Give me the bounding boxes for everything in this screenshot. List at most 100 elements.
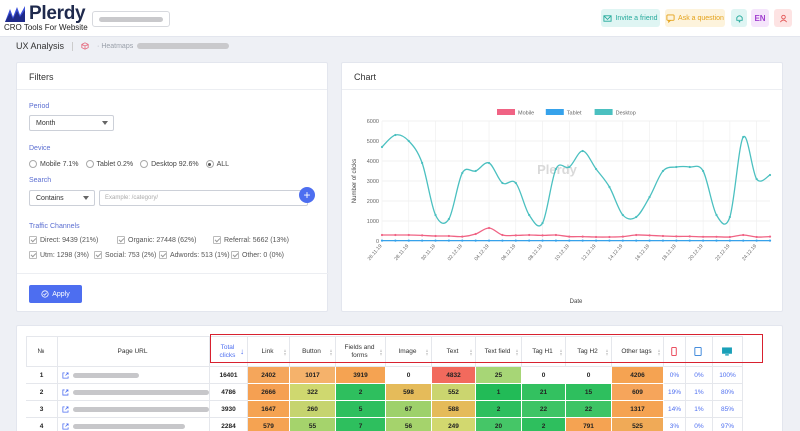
series-point-tablet (554, 239, 558, 242)
col-total-clicks-header-label: Total clicks (219, 344, 236, 359)
desktop-share-header[interactable] (713, 336, 743, 367)
col-tag-h2-header[interactable]: Tag H2 (566, 336, 612, 367)
series-point-mobile (635, 233, 638, 237)
mobile-share-cell: 19% (664, 384, 686, 401)
y-axis-label: Number of clicks (352, 159, 358, 203)
chart-panel: Chart 0 1000 2000 3000 4000 5000 6000 26.11.19 2… (341, 62, 783, 312)
breadcrumb-page-redacted (137, 43, 230, 49)
col-image-header[interactable]: Image (386, 336, 432, 367)
legend-label: Desktop (616, 111, 636, 117)
series-point-desktop (541, 221, 544, 225)
page-url-cell[interactable] (58, 384, 210, 401)
logo-mark-icon (5, 6, 25, 22)
chevron-down-icon (102, 121, 108, 125)
series-point-tablet (702, 239, 705, 242)
external-link-icon[interactable] (62, 422, 69, 430)
tablet-share-cell: 1% (686, 401, 713, 418)
col-other-tags-cell: 4206 (612, 367, 664, 384)
filters-panel: Filters Period Month Device Mobile 7.1% … (16, 62, 329, 312)
col-button-header[interactable]: Button (290, 336, 336, 367)
apply-button[interactable]: Apply (29, 285, 82, 303)
filters-title: Filters (17, 63, 327, 90)
series-point-tablet (487, 239, 491, 242)
external-link-icon[interactable] (62, 406, 69, 413)
col-text-header[interactable]: Text (432, 336, 476, 367)
device-radio-all[interactable]: ALL (205, 160, 229, 168)
table-row[interactable]: 1 16401 2402 1017 3919 0 4832 25 0 0 4206 0% 0% 100% (26, 367, 743, 384)
series-point-mobile (728, 235, 731, 239)
col-fields-forms-header-label: Fields and forms (344, 344, 375, 359)
y-tick-label: 6000 (367, 119, 379, 125)
external-link-icon[interactable] (62, 389, 69, 396)
channel-social-checkbox[interactable]: Social: 753 (2%) (94, 251, 156, 259)
breadcrumb-heatmaps-link[interactable]: · Heatmaps (97, 42, 134, 50)
mobile-icon (670, 347, 677, 356)
col-text-field-header[interactable]: Text field (476, 336, 522, 367)
col-button-header-label: Button (302, 347, 321, 355)
table-row[interactable]: 4 2284 579 55 7 56 249 20 2 791 525 3% 0% 97% (26, 418, 743, 431)
channel-social-label: Social: 753 (2%) (105, 251, 157, 259)
x-tick-label: 06.12.19 (500, 243, 517, 262)
search-mode-select[interactable]: Contains (29, 190, 95, 206)
col-fields-forms-header[interactable]: Fields and forms (336, 336, 386, 367)
channel-organic-checkbox[interactable]: Organic: 27448 (62%) (117, 236, 196, 244)
site-selector[interactable] (92, 11, 170, 27)
add-filter-button[interactable]: + (299, 187, 315, 203)
channel-adwords-checkbox[interactable]: Adwords: 513 (1%) (159, 251, 230, 259)
tablet-share-cell: 1% (686, 384, 713, 401)
page-url-cell[interactable] (58, 401, 210, 418)
external-link-icon[interactable] (62, 371, 69, 379)
device-radio-desktop[interactable]: Desktop 92.6% (140, 160, 199, 168)
radio-tablet-icon (85, 160, 94, 168)
channel-other-checkbox[interactable]: Other: 0 (0%) (231, 251, 284, 259)
col-fields-forms-cell: 3919 (336, 367, 386, 384)
col-tag-h1-header[interactable]: Tag H1 (522, 336, 566, 367)
invite-friend-button[interactable]: Invite a friend (601, 9, 660, 27)
sort-icon (470, 349, 473, 357)
device-radio-tablet[interactable]: Tablet 0.2% (85, 160, 133, 168)
desktop-share-cell: 85% (713, 401, 743, 418)
series-point-desktop (554, 167, 558, 171)
page-url-cell[interactable] (58, 367, 210, 384)
channel-utm-checkbox[interactable]: Utm: 1298 (3%) (29, 251, 89, 259)
col-tag-h1-cell: 2 (522, 418, 566, 431)
ask-question-button[interactable]: Ask a question (665, 9, 725, 27)
channel-referral-checkbox[interactable]: Referral: 5662 (13%) (213, 236, 289, 244)
radio-mobile-icon (29, 160, 37, 168)
device-radio-mobile[interactable]: Mobile 7.1% (29, 160, 79, 168)
col-link-cell: 1647 (248, 401, 290, 418)
col-text-field-cell: 1 (476, 384, 522, 401)
language-button[interactable]: EN (751, 9, 769, 27)
notifications-button[interactable] (731, 9, 747, 27)
table-row[interactable]: 3 3930 1647 260 5 67 588 2 22 22 1317 14% 1% 85% (26, 401, 743, 418)
x-tick-label: 18.12.19 (661, 243, 678, 262)
top-bar: Plerdy CRO Tools For Website Invite a fr… (0, 0, 800, 37)
legend-swatch (545, 109, 564, 115)
page-url-cell[interactable] (58, 418, 210, 431)
col-link-header[interactable]: Link (248, 336, 290, 367)
series-point-tablet (394, 239, 397, 242)
user-menu-button[interactable] (774, 9, 792, 27)
series-point-desktop (715, 213, 718, 217)
tablet-share-header[interactable] (686, 336, 713, 367)
checkbox-icon (213, 236, 221, 244)
search-input[interactable]: Example: /category/ (99, 190, 308, 206)
x-tick-label: 12.12.19 (580, 243, 597, 262)
series-point-tablet (407, 239, 410, 242)
mobile-share-header[interactable] (664, 336, 686, 367)
channel-direct-checkbox[interactable]: Direct: 9439 (21%) (29, 236, 98, 244)
col-other-tags-header-label: Other tags (621, 347, 652, 355)
series-point-mobile (688, 235, 691, 238)
page-title: UX Analysis (16, 41, 65, 51)
series-point-desktop (742, 135, 745, 139)
bell-icon (735, 14, 743, 22)
col-other-tags-header[interactable]: Other tags (612, 336, 664, 367)
x-tick-label: 26.11.19 (367, 243, 384, 262)
col-total-clicks-header[interactable]: Total clicks ↓ (210, 336, 248, 367)
tablet-icon (694, 347, 702, 356)
table-row[interactable]: 2 4786 2666 322 2 598 552 1 21 15 609 19% 1% 80% (26, 384, 743, 401)
series-point-mobile (501, 233, 504, 237)
col-text-field-cell: 25 (476, 367, 522, 384)
period-select[interactable]: Month (29, 115, 114, 131)
plerdy-logo[interactable]: Plerdy (4, 3, 86, 25)
